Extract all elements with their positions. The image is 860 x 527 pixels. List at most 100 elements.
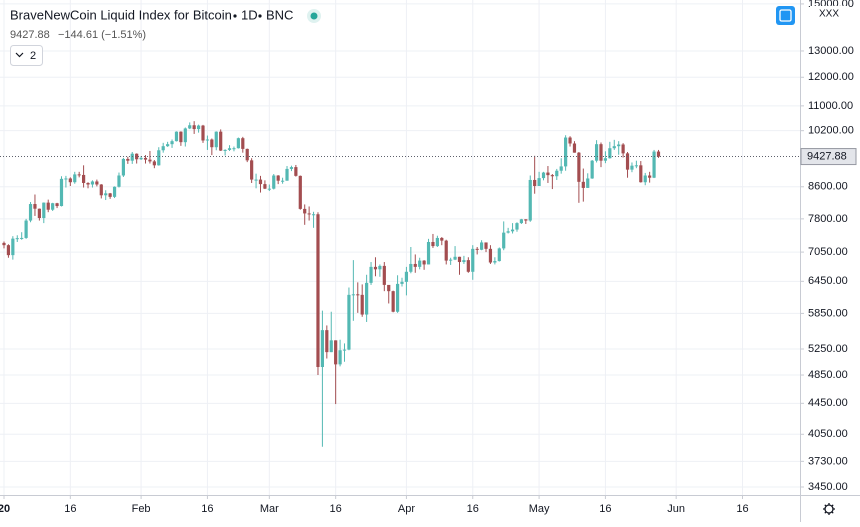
candle-body [497,248,501,262]
candle-body [15,238,19,240]
candle-body [334,340,338,365]
y-tick-label: 10200.00 [808,125,854,137]
candle-body [46,202,50,210]
y-tick-label: 4850.00 [808,369,848,381]
candle-body [2,242,6,246]
candle-body [139,157,143,160]
indicators-toggle[interactable] [10,45,43,66]
x-tick-label: 20 [0,503,10,515]
candle-body [404,271,409,282]
candle-body [245,148,249,161]
candle-body [214,131,218,148]
candle-body [20,237,24,239]
x-tick-label: 16 [599,503,611,515]
last-price-label: 9427.88 [807,150,847,162]
candle-body [559,166,563,171]
candle-body [453,256,457,260]
candle-body [143,157,148,160]
last-price: 9427.88 [10,29,50,41]
candle-body [590,160,594,179]
candle-body [360,294,364,315]
exchange: BNC [266,7,293,22]
candle-body [510,229,515,232]
candle-body [537,178,541,187]
candle-body [373,266,378,270]
x-tick-label: 16 [201,503,213,515]
candle-body [426,241,431,265]
candle-body [409,263,413,272]
candle-body [95,181,99,185]
candle-body [382,265,386,285]
candle-body [599,144,603,161]
candle-body [241,138,245,149]
candle-body [528,179,532,221]
symbol-label-bg [810,6,848,22]
symbol-button[interactable] [776,6,795,25]
y-tick-label: 5250.00 [808,343,848,355]
y-tick-label: 3730.00 [808,455,848,467]
x-tick-label: May [529,503,550,515]
candle-body [378,265,382,270]
candle-body [365,282,369,315]
y-tick-label: 8600.00 [808,181,848,193]
candle-body [369,266,373,283]
candle-body [188,125,192,129]
candle-body [6,245,11,256]
candle-body [502,232,506,249]
candle-body [449,259,453,261]
candle-body [86,182,90,185]
candle-body [656,151,661,157]
y-tick-label: 4050.00 [808,428,848,440]
candle-body [183,128,187,143]
candle-body [236,138,240,149]
candle-body [572,143,577,153]
settings-icon[interactable] [823,503,835,515]
candle-body [254,179,258,181]
chevron-icon [15,52,24,58]
candle-body [395,283,400,312]
y-tick-label: 5850.00 [808,307,848,319]
candle-body [564,137,568,167]
candle-body [258,179,263,185]
candle-body [37,208,41,219]
x-tick-label: 16 [64,503,76,515]
candle-body [272,175,276,189]
candle-body [550,175,554,177]
candle-body [205,139,210,141]
candle-body [608,148,612,159]
candle-body [201,125,205,141]
candle-body [533,179,537,187]
candle-body [634,165,638,167]
candle-body [462,260,466,263]
market-status-dot [310,12,318,20]
candle-body [418,260,422,267]
candle-body [59,178,64,207]
symbol-label[interactable]: XXX [819,9,839,20]
candle-body [621,144,625,154]
candle-body [643,175,647,183]
candle-body [174,131,179,142]
candle-body [316,214,320,368]
candle-body [594,144,599,161]
candle-body [223,149,227,151]
candle-body [484,242,488,249]
interval: 1D [241,7,258,22]
candle-body [303,208,307,214]
candle-body [64,178,68,180]
x-tick-label: 16 [330,503,342,515]
candle-body [356,294,360,296]
candle-body [281,180,285,182]
candle-body [250,160,254,180]
y-tick-label: 15000.00 [808,0,854,10]
candle-body [33,204,37,209]
candle-body [307,213,311,215]
candle-body [506,231,510,233]
candle-body [431,241,435,247]
candle-body [267,188,271,190]
candle-body [126,158,130,161]
candle-body [82,174,86,183]
candle-body [338,350,342,365]
candle-body [524,219,528,221]
